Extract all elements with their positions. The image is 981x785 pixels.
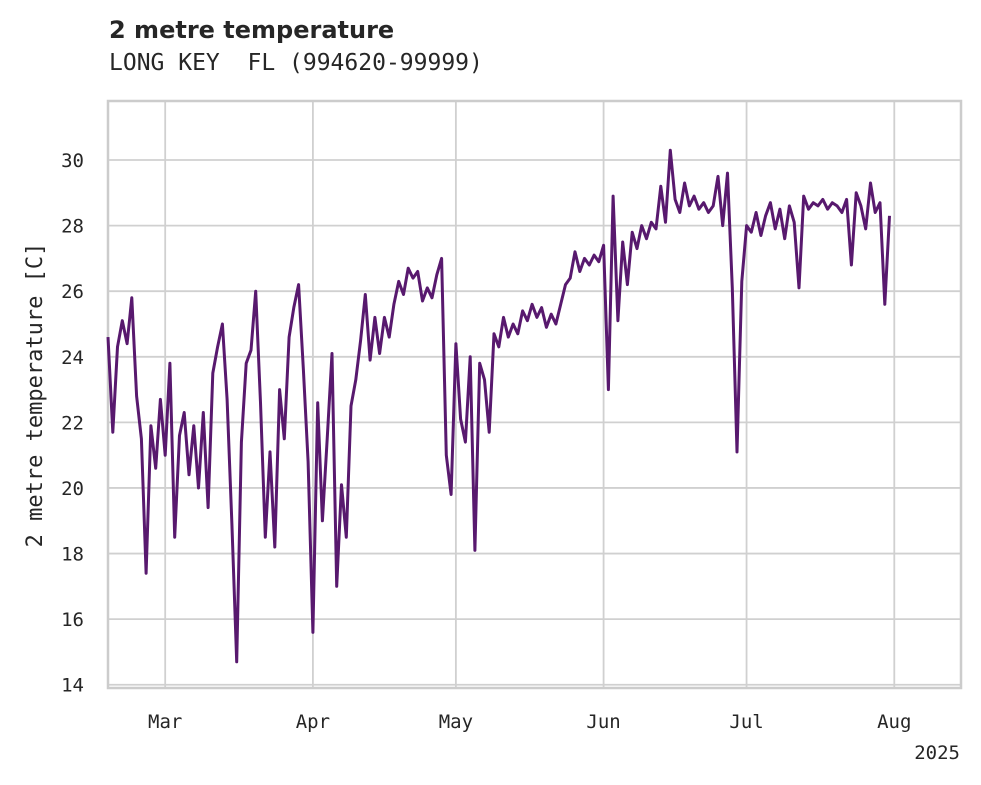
x-tick-label: Aug [877,711,911,733]
x-tick-label: Apr [296,711,330,733]
x-tick-label: Jun [586,711,620,733]
y-tick-label: 16 [61,609,84,631]
series-layer [106,148,891,664]
y-tick-label: 26 [61,281,84,303]
y-tick-label: 24 [61,347,84,369]
y-tick-label: 20 [61,478,84,500]
y-tick-label: 14 [61,675,84,697]
y-tick-label: 28 [61,216,84,238]
y-axis-label: 2 metre temperature [C] [23,243,48,548]
x-tick-label: Jul [729,711,763,733]
x-tick-label: Mar [148,711,182,733]
temperature-line [106,148,891,664]
y-tick-label: 30 [61,150,84,172]
chart-title: 2 metre temperature [109,16,395,44]
year-label: 2025 [914,742,960,764]
y-tick-label: 18 [61,544,84,566]
y-tick-label: 22 [61,412,84,434]
x-tick-labels: Mar Apr May Jun Jul Aug [148,711,911,733]
plot-frame [106,99,963,690]
chart-subtitle: LONG KEY FL (994620-99999) [109,50,483,76]
y-tick-labels: 14 16 18 20 22 24 26 28 30 [61,150,84,697]
x-tick-label: May [439,711,473,733]
